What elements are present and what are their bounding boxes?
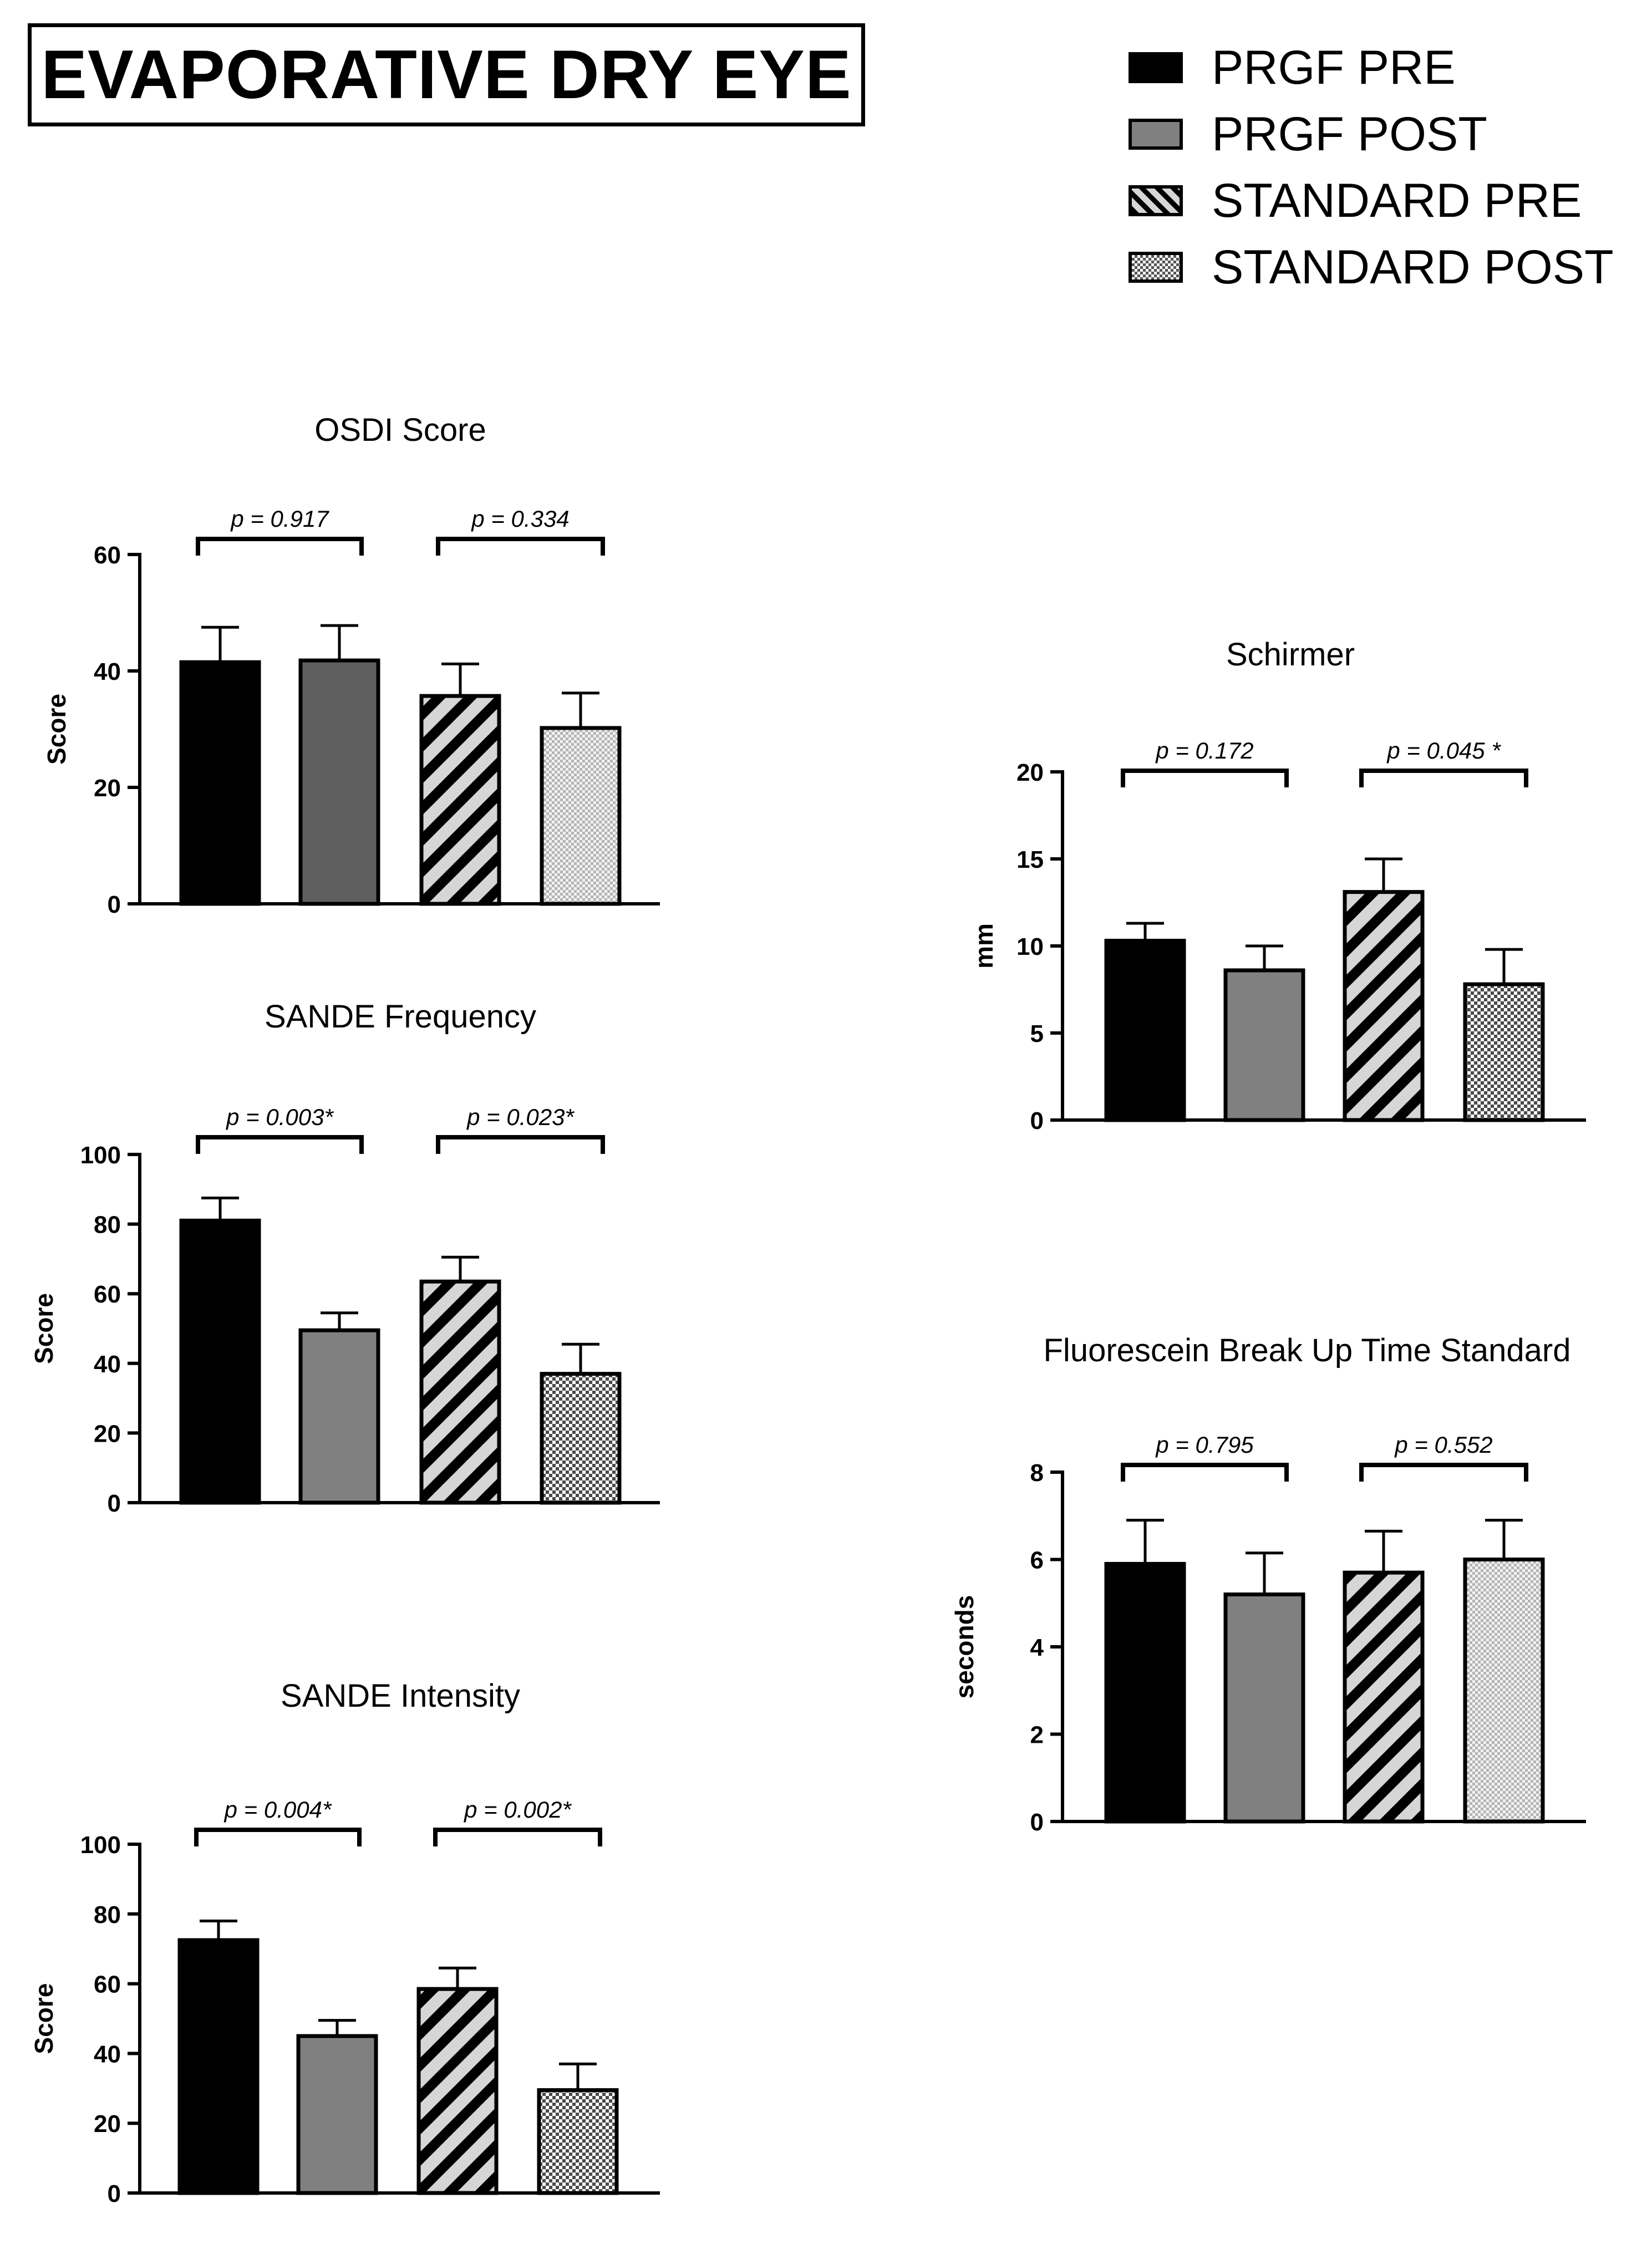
p-value-label: p = 0.552 <box>1394 1432 1492 1458</box>
legend-swatch-standard-post <box>1129 252 1183 283</box>
y-axis-label: mm <box>969 923 998 969</box>
bar-prgf-post <box>296 2034 378 2195</box>
y-tick-label: 80 <box>94 1212 121 1239</box>
p-value-label: p = 0.002* <box>463 1797 572 1823</box>
bar-standard-post <box>540 726 622 906</box>
y-axis-label: Score <box>29 1293 58 1364</box>
bar-prgf-pre <box>179 660 261 906</box>
figure-title-box: EVAPORATIVE DRY EYE <box>28 23 865 126</box>
p-value-label: p = 0.917 <box>230 506 329 532</box>
bar-prgf-post <box>298 1328 380 1505</box>
p-value-label: p = 0.004* <box>223 1797 332 1823</box>
legend-label: PRGF POST <box>1212 107 1487 161</box>
y-tick-label: 20 <box>1016 759 1044 786</box>
chart-title: SANDE Intensity <box>281 1678 520 1714</box>
y-tick-label: 20 <box>94 775 121 802</box>
bar-standard-pre <box>419 694 501 906</box>
legend-swatch-standard-pre <box>1129 185 1183 216</box>
p-value-label: p = 0.003* <box>225 1104 334 1130</box>
chart-schirmer: Schirmer mm 0 5 10 15 20 p = 0.172 p = 0.045 * <box>969 637 1586 1134</box>
bar-standard-post <box>1463 1558 1545 1824</box>
bar-prgf-pre <box>177 1938 260 2195</box>
y-tick-label: 100 <box>80 1142 121 1169</box>
chart-sande-frequency: SANDE Frequency Score 0 20 40 60 80 100 p = 0.00… <box>29 999 660 1517</box>
significance-bracket <box>436 1135 605 1154</box>
figure-title: EVAPORATIVE DRY EYE <box>41 37 852 113</box>
significance-bracket <box>196 537 364 556</box>
bar-prgf-post <box>298 658 380 906</box>
y-tick-label: 6 <box>1030 1547 1044 1574</box>
bar-standard-pre <box>1343 890 1425 1122</box>
p-value-label: p = 0.172 <box>1155 737 1253 764</box>
bar-prgf-post <box>1223 968 1305 1122</box>
y-tick-label: 8 <box>1030 1459 1044 1487</box>
y-axis-label: Score <box>42 694 71 765</box>
y-tick-label: 15 <box>1016 846 1044 873</box>
significance-bracket <box>436 537 605 556</box>
legend-item-prgf-pre: PRGF PRE <box>1129 34 1639 101</box>
bar-standard-pre <box>1343 1570 1425 1824</box>
significance-bracket <box>1359 1463 1528 1482</box>
bar-standard-post <box>540 1372 622 1505</box>
legend-label: STANDARD POST <box>1212 240 1614 294</box>
p-value-label: p = 0.334 <box>470 506 569 532</box>
p-value-label: p = 0.795 <box>1155 1432 1254 1458</box>
y-axis-label: seconds <box>950 1595 979 1699</box>
y-tick-label: 40 <box>94 2041 121 2068</box>
legend-swatch-prgf-post <box>1129 119 1183 150</box>
chart-sande-intensity: SANDE Intensity Score 0 20 40 60 80 100 p = 0.00… <box>29 1678 660 2207</box>
y-tick-label: 100 <box>80 1831 121 1859</box>
bar-prgf-post <box>1223 1592 1305 1824</box>
significance-bracket <box>194 1828 362 1846</box>
y-tick-label: 0 <box>108 1490 121 1517</box>
legend-item-standard-pre: STANDARD PRE <box>1129 167 1639 234</box>
significance-bracket <box>196 1135 364 1154</box>
bar-standard-pre <box>419 1279 501 1505</box>
y-tick-label: 60 <box>94 542 121 569</box>
y-tick-label: 40 <box>94 658 121 685</box>
y-tick-label: 80 <box>94 1901 121 1929</box>
chart-title: Fluorescein Break Up Time Standard <box>1044 1332 1571 1368</box>
chart-osdi: OSDI Score Score 0 20 40 60 p = 0.917 p = 0.334 <box>42 412 660 918</box>
chart-fbut: Fluorescein Break Up Time Standard second… <box>950 1332 1586 1836</box>
bar-prgf-pre <box>1104 1561 1186 1824</box>
bar-standard-post <box>537 2088 619 2195</box>
y-tick-label: 60 <box>94 1281 121 1308</box>
p-value-label: p = 0.045 * <box>1386 737 1501 764</box>
y-tick-label: 0 <box>108 2180 121 2207</box>
bar-standard-post <box>1463 982 1545 1122</box>
y-tick-label: 60 <box>94 1971 121 1998</box>
y-axis-label: Score <box>29 1983 58 2054</box>
y-tick-label: 2 <box>1030 1722 1044 1749</box>
chart-title: OSDI Score <box>314 412 486 448</box>
y-tick-label: 40 <box>94 1351 121 1378</box>
legend-item-standard-post: STANDARD POST <box>1129 234 1639 301</box>
bar-prgf-pre <box>1104 939 1186 1122</box>
y-tick-label: 20 <box>94 2110 121 2138</box>
y-tick-label: 20 <box>94 1420 121 1447</box>
bar-standard-pre <box>416 1987 499 2195</box>
y-tick-label: 0 <box>1030 1809 1044 1836</box>
legend-item-prgf-post: PRGF POST <box>1129 101 1639 167</box>
y-tick-label: 4 <box>1030 1634 1044 1661</box>
significance-bracket <box>1359 769 1528 787</box>
chart-title: SANDE Frequency <box>265 999 536 1035</box>
bar-prgf-pre <box>179 1218 261 1505</box>
legend-label: STANDARD PRE <box>1212 174 1582 227</box>
significance-bracket <box>433 1828 602 1846</box>
y-tick-label: 10 <box>1016 933 1044 960</box>
p-value-label: p = 0.023* <box>466 1104 575 1130</box>
legend: PRGF PRE PRGF POST STANDARD PRE STANDARD… <box>1129 34 1639 301</box>
legend-label: PRGF PRE <box>1212 40 1456 94</box>
chart-title: Schirmer <box>1226 637 1355 673</box>
legend-swatch-prgf-pre <box>1129 52 1183 83</box>
y-tick-label: 0 <box>1030 1107 1044 1134</box>
significance-bracket <box>1121 769 1289 787</box>
y-tick-label: 0 <box>108 891 121 918</box>
significance-bracket <box>1121 1463 1289 1482</box>
y-tick-label: 5 <box>1030 1020 1044 1047</box>
